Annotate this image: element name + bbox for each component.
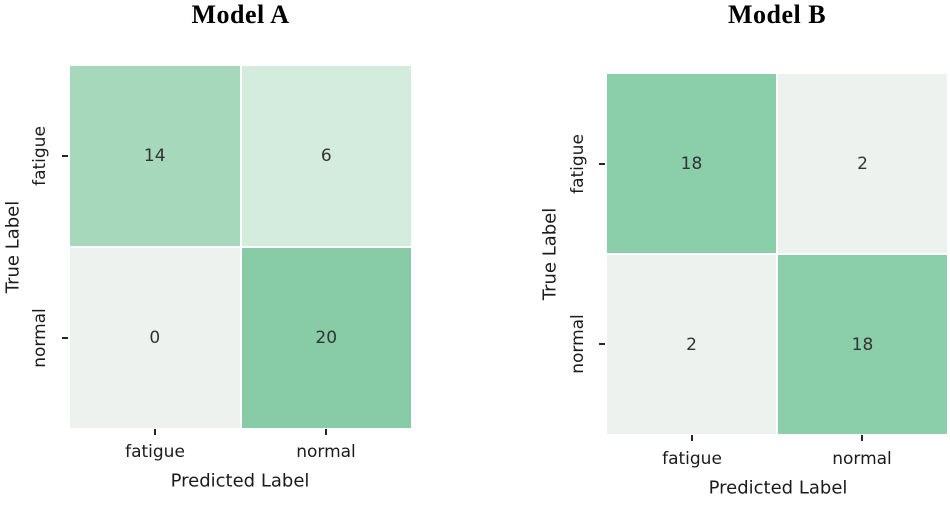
model-a-cell-r1c0: 0 xyxy=(70,248,240,428)
model-b-x-axis-label: Predicted Label xyxy=(708,477,848,499)
model-a-heatmap: 14 6 0 20 xyxy=(70,66,411,428)
model-a-y-tick-label-normal: normal xyxy=(30,308,50,368)
model-b-y-tick-mark-1 xyxy=(599,343,605,345)
model-b-cell-r0c1: 2 xyxy=(778,74,947,253)
model-a-x-tick-mark-0 xyxy=(154,429,156,435)
model-b-x-tick-mark-1 xyxy=(861,435,863,441)
model-a-x-axis-label: Predicted Label xyxy=(170,470,310,492)
model-b-y-axis-label: True Label xyxy=(539,207,561,301)
model-b-y-tick-label-fatigue: fatigue xyxy=(568,134,588,194)
model-a-y-tick-mark-1 xyxy=(62,337,68,339)
model-a-x-tick-mark-1 xyxy=(325,429,327,435)
model-b-title: Model B xyxy=(727,0,827,29)
model-b-cell-r0c0: 18 xyxy=(607,74,776,253)
model-b-x-tick-mark-0 xyxy=(691,435,693,441)
model-b-heatmap: 18 2 2 18 xyxy=(607,74,947,434)
model-a-cell-r1c1: 20 xyxy=(241,248,411,428)
model-a-cell-r0c1: 6 xyxy=(241,66,411,246)
model-b-cell-r1c1: 18 xyxy=(778,255,947,434)
model-a-x-tick-label-fatigue: fatigue xyxy=(125,442,185,462)
model-a-x-tick-label-normal: normal xyxy=(296,442,356,462)
model-a-title: Model A xyxy=(191,0,290,29)
model-b-cell-r1c0: 2 xyxy=(607,255,776,434)
model-a-y-tick-label-fatigue: fatigue xyxy=(30,126,50,186)
model-b-y-tick-label-normal: normal xyxy=(568,314,588,374)
model-b-y-tick-mark-0 xyxy=(599,163,605,165)
model-a-y-axis-label: True Label xyxy=(2,200,24,294)
model-a-y-tick-mark-0 xyxy=(62,155,68,157)
model-a-cell-r0c0: 14 xyxy=(70,66,240,246)
model-b-x-tick-label-normal: normal xyxy=(832,449,892,469)
model-b-x-tick-label-fatigue: fatigue xyxy=(662,449,722,469)
